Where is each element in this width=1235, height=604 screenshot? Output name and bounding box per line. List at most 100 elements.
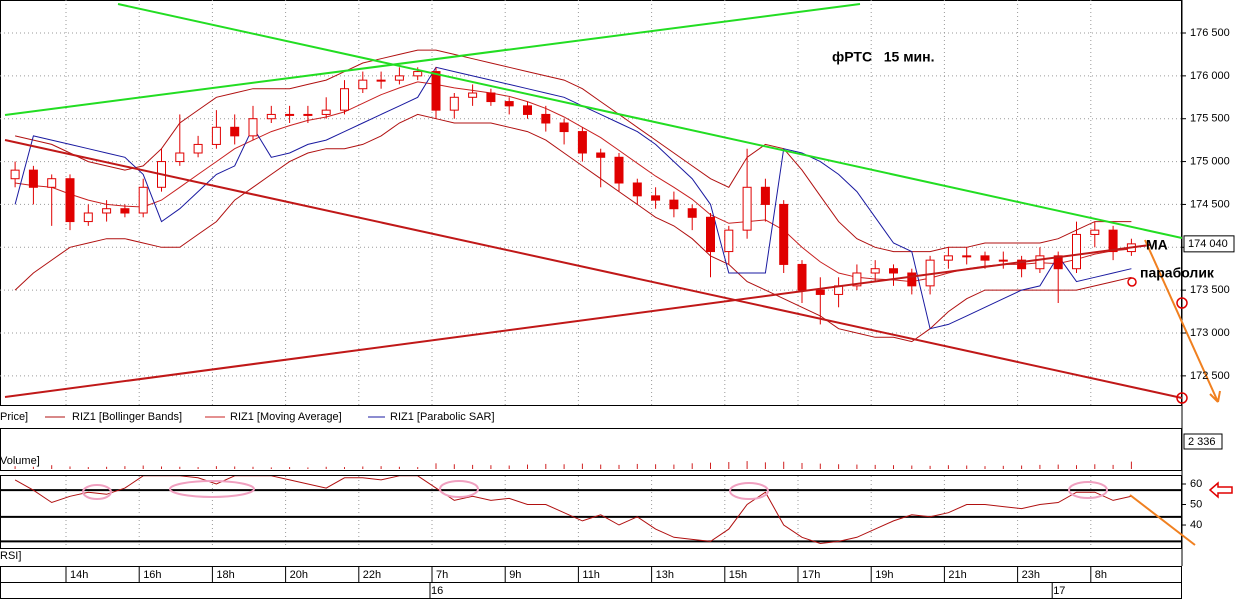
candle-body xyxy=(285,113,295,116)
rsi-tick-label: 50 xyxy=(1190,498,1202,510)
volume-bar xyxy=(655,464,657,469)
candle-body xyxy=(10,169,20,180)
candle-body xyxy=(230,126,240,137)
volume-bar xyxy=(307,467,309,469)
candle-body xyxy=(193,143,203,154)
volume-bar xyxy=(618,464,620,469)
volume-bar xyxy=(325,466,327,469)
volume-bar xyxy=(984,466,986,469)
bollinger-upper xyxy=(14,49,1132,253)
volume-bar xyxy=(490,465,492,469)
x-tick-label: 14h xyxy=(70,569,88,581)
candle-body xyxy=(632,182,642,197)
candle-body xyxy=(797,263,807,291)
volume-bar xyxy=(874,464,876,469)
volume-bar xyxy=(270,467,272,469)
volume-bar xyxy=(472,464,474,469)
chart-title: фРТС 15 мин. xyxy=(832,49,935,65)
candle-body xyxy=(1072,233,1081,270)
trendlines xyxy=(4,3,1182,399)
volume-bar xyxy=(142,465,144,469)
highlight xyxy=(169,480,255,498)
volume-panel xyxy=(0,428,1182,471)
rsi-grid xyxy=(0,476,1182,548)
volume-bar xyxy=(344,467,345,469)
candle-body xyxy=(28,169,38,188)
candle-body xyxy=(577,131,587,154)
y-tick-label: 173 500 xyxy=(1190,284,1230,296)
highlight xyxy=(82,484,112,500)
arrow xyxy=(1208,481,1233,499)
volume-bar xyxy=(966,465,968,469)
volume-bar xyxy=(673,464,675,469)
volume-bar xyxy=(728,462,730,469)
volume-bar xyxy=(600,464,602,469)
x-tick-label: 11h xyxy=(582,569,600,581)
candle-body xyxy=(907,272,917,287)
volume-bar xyxy=(453,464,455,469)
candle-body xyxy=(65,178,75,223)
candle-body xyxy=(102,208,112,214)
candle-body xyxy=(870,268,880,274)
rsi-panel xyxy=(0,475,1182,549)
candle-body xyxy=(541,113,551,124)
candle-body xyxy=(889,268,898,274)
x-tick-label: 16h xyxy=(143,569,161,581)
volume-bar xyxy=(1021,465,1023,469)
volume-bar xyxy=(215,466,217,469)
candle-body xyxy=(724,229,734,253)
legend-label: RIZ1 [Moving Average] xyxy=(230,411,342,423)
candle-body xyxy=(120,208,130,214)
x-tick-label: 21h xyxy=(948,569,966,581)
volume-bar xyxy=(1130,461,1132,469)
date-label: 17 xyxy=(1053,585,1065,597)
volume-bar xyxy=(197,467,199,469)
volume-bar xyxy=(252,466,254,469)
rsi-tick-label: 60 xyxy=(1190,478,1202,490)
volume-bar xyxy=(947,465,949,469)
bollinger-lower xyxy=(14,113,1132,343)
y-tick-label: 176 000 xyxy=(1190,70,1230,82)
marker-circle xyxy=(1176,392,1188,404)
volume-bar xyxy=(636,463,638,469)
volume-bar xyxy=(435,463,437,469)
candle-body xyxy=(998,259,1008,262)
arrow xyxy=(1129,494,1196,546)
candle-body xyxy=(1108,229,1118,253)
parabolic-sar xyxy=(14,66,1132,330)
y-tick-label: 173 000 xyxy=(1190,327,1230,339)
candle-body xyxy=(962,255,972,258)
candle-body xyxy=(687,208,697,218)
candle-body xyxy=(760,186,770,205)
y-tick-label: 174 500 xyxy=(1190,198,1230,210)
candle-body xyxy=(504,101,514,107)
volume-bar xyxy=(819,463,821,469)
price-panel xyxy=(0,0,1182,406)
x-tick-label: 8h xyxy=(1095,569,1107,581)
candle-body xyxy=(523,105,532,115)
candle-body xyxy=(358,79,368,90)
candle-body xyxy=(431,71,441,111)
y-tick-label: 176 500 xyxy=(1190,27,1230,39)
panel-label: RSI] xyxy=(0,550,21,562)
highlight xyxy=(729,482,769,500)
grid xyxy=(0,0,1182,405)
volume-bar xyxy=(289,467,291,469)
volume-bar xyxy=(14,466,16,469)
volume-bar xyxy=(380,466,382,469)
trendline xyxy=(4,139,1182,399)
rsi-tick-label: 40 xyxy=(1190,519,1202,531)
volume-bar xyxy=(545,463,547,469)
volume-bar xyxy=(856,464,858,469)
candle-body xyxy=(742,186,752,231)
candle-body xyxy=(321,109,331,115)
candle-body xyxy=(779,203,789,265)
candle-body xyxy=(248,118,258,137)
highlight xyxy=(1068,481,1108,499)
rsi-line xyxy=(14,476,1132,545)
candle-body xyxy=(596,152,606,158)
candle-body xyxy=(449,96,459,111)
candle-body xyxy=(486,92,496,103)
